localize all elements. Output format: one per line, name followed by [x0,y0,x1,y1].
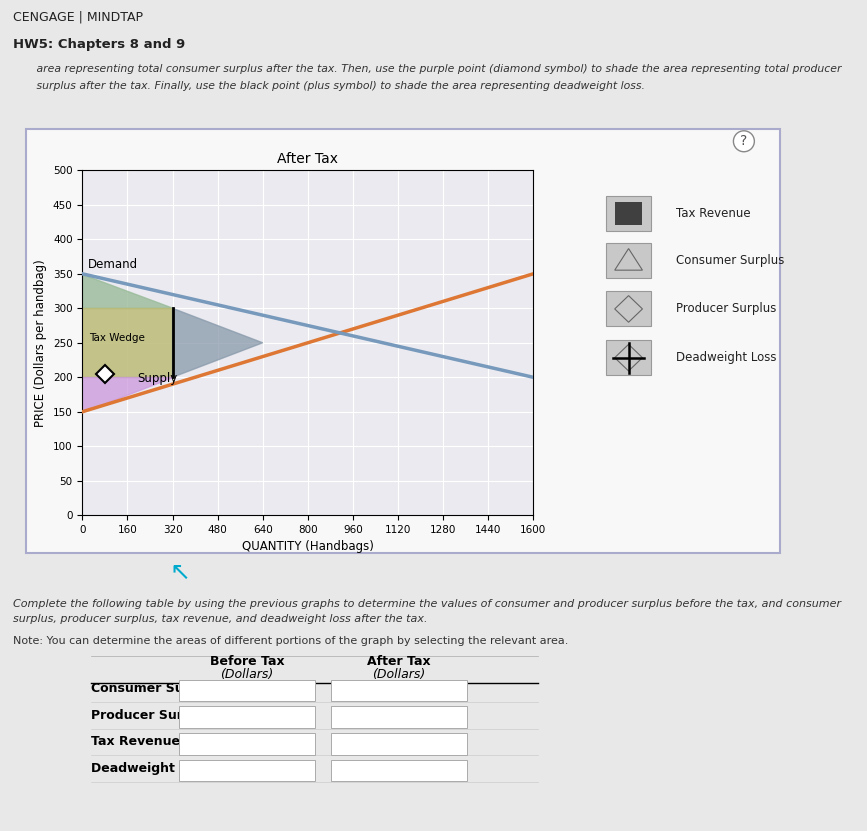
Text: 0: 0 [243,737,251,750]
Text: Consumer Surplus: Consumer Surplus [91,682,219,696]
Text: Note: You can determine the areas of different portions of the graph by selectin: Note: You can determine the areas of dif… [13,636,569,646]
Text: Before Tax: Before Tax [210,655,284,668]
Text: CENGAGE | MINDTAP: CENGAGE | MINDTAP [13,11,143,24]
Text: Tax Revenue: Tax Revenue [676,207,751,220]
Text: Deadweight Loss: Deadweight Loss [676,352,777,364]
Text: Supply: Supply [137,372,178,385]
Y-axis label: PRICE (Dollars per handbag): PRICE (Dollars per handbag) [35,259,48,426]
Text: (Dollars): (Dollars) [372,668,426,681]
Text: Producer Surplus: Producer Surplus [91,709,212,722]
Text: Deadweight Loss: Deadweight Loss [91,762,211,775]
Text: Consumer Surplus: Consumer Surplus [676,253,785,267]
X-axis label: QUANTITY (Handbags): QUANTITY (Handbags) [242,540,374,553]
Text: area representing total consumer surplus after the tax. Then, use the purple poi: area representing total consumer surplus… [26,64,842,74]
Text: Tax Wedge: Tax Wedge [88,332,145,342]
Text: ?: ? [740,135,747,148]
Polygon shape [82,308,173,377]
Text: ↖: ↖ [169,562,190,585]
Polygon shape [82,273,173,308]
Text: Demand: Demand [88,258,138,271]
Text: surplus after the tax. Finally, use the black point (plus symbol) to shade the a: surplus after the tax. Finally, use the … [26,81,645,91]
Text: Tax Revenue: Tax Revenue [91,735,180,749]
Text: Complete the following table by using the previous graphs to determine the value: Complete the following table by using th… [13,598,841,608]
Text: surplus, producer surplus, tax revenue, and deadweight loss after the tax.: surplus, producer surplus, tax revenue, … [13,613,427,623]
Polygon shape [173,308,263,377]
Text: HW5: Chapters 8 and 9: HW5: Chapters 8 and 9 [13,38,186,52]
Title: After Tax: After Tax [277,152,338,166]
Text: (Dollars): (Dollars) [220,668,274,681]
Text: 0: 0 [243,764,251,777]
Text: Producer Surplus: Producer Surplus [676,302,777,316]
Text: After Tax: After Tax [367,655,431,668]
Polygon shape [82,377,173,411]
